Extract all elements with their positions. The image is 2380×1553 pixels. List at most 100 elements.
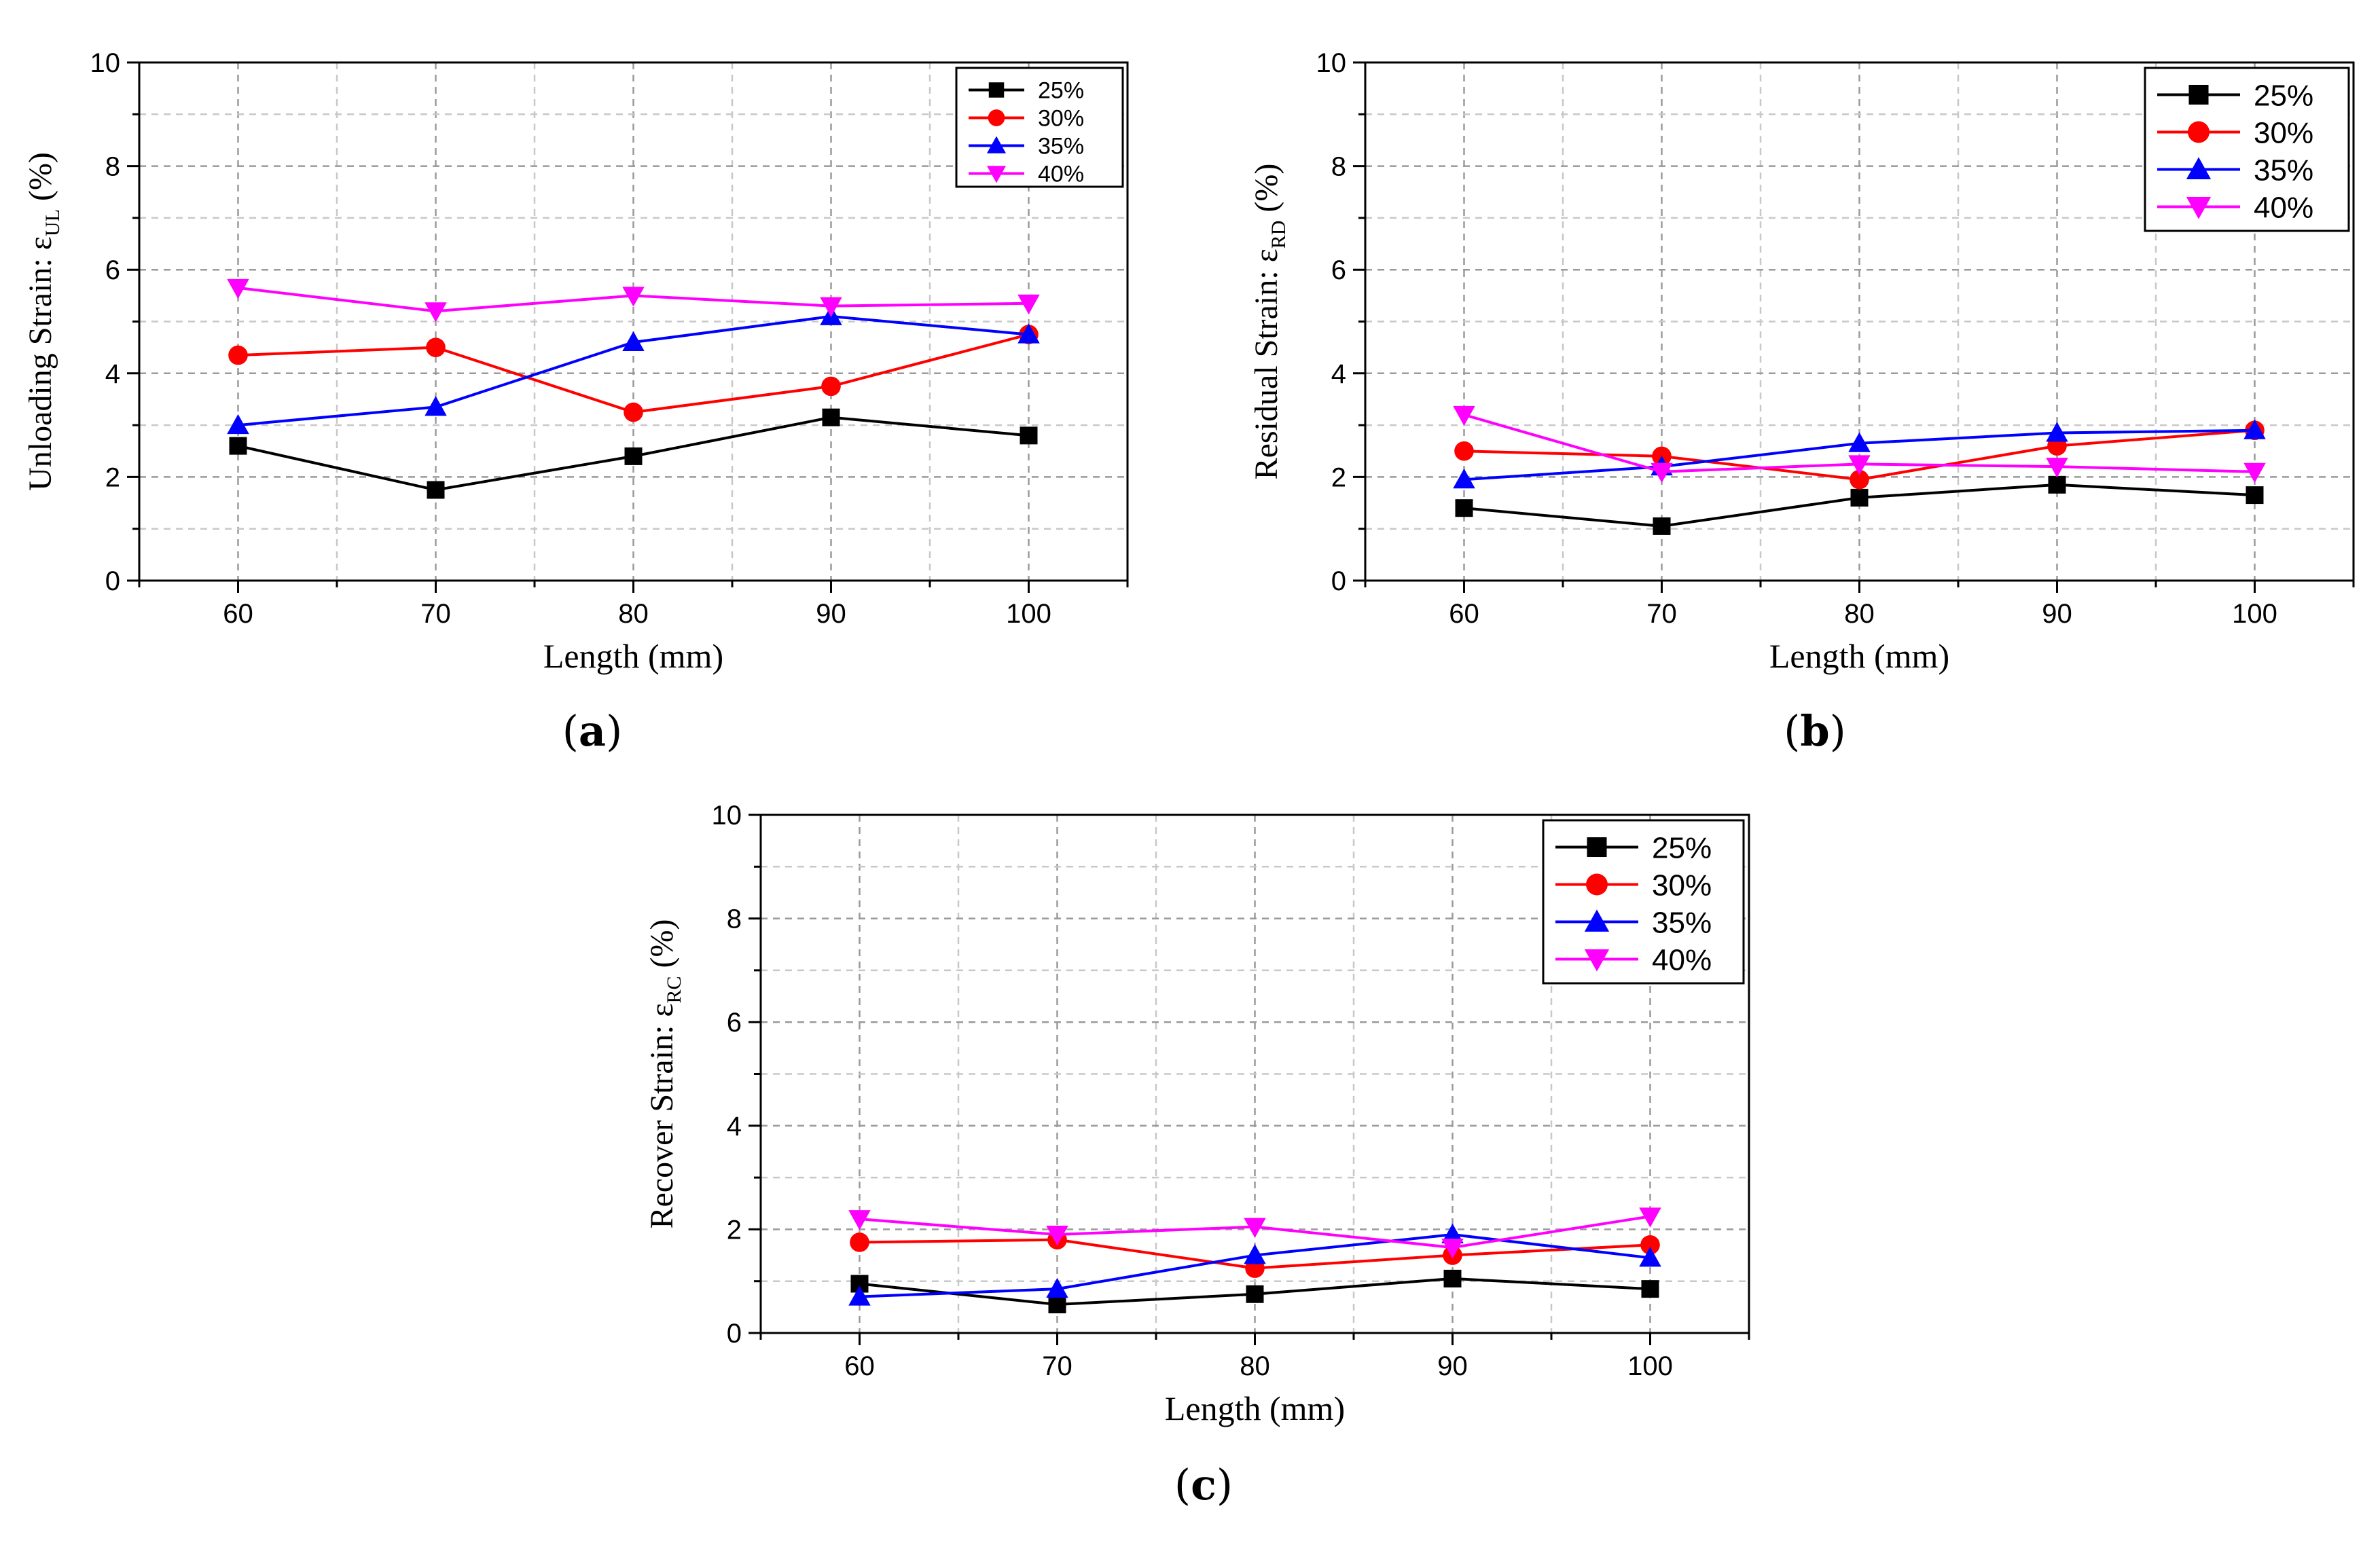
chart-a-series-25pct-point (822, 408, 840, 426)
chart-c-xlabel: Length (mm) (1165, 1389, 1345, 1427)
chart-b-series-25pct-point (1653, 517, 1671, 535)
chart-a-ylabel: Unloading Strain: εUL (%) (22, 152, 64, 491)
chart-b-series-35pct-point (1848, 432, 1871, 452)
panel-caption-c: (c) (1174, 1460, 1233, 1510)
chart-c: 0 2 4 6 8 10 60 70 80 90 100 Length (mm) Recover Str… (644, 801, 1750, 1427)
chart-a-series-40pct (227, 278, 1040, 323)
chart-a-series-25pct-point (229, 437, 247, 455)
chart-a-series-25pct-point (624, 447, 643, 465)
chart-b-xtick-label: 60 (1449, 599, 1479, 629)
chart-c-legend-marker (1586, 873, 1608, 896)
chart-a-xtick-label: 60 (223, 599, 253, 629)
chart-b-legend-marker (2186, 196, 2212, 219)
chart-a-series-40pct-point (227, 278, 249, 299)
chart-c-series-40pct-point (1441, 1239, 1464, 1259)
chart-c-series-35pct-point (848, 1285, 871, 1306)
chart-a-series-25pct-point (427, 481, 445, 499)
chart-c-xtick-label: 60 (844, 1351, 875, 1381)
chart-c-legend-label: 40% (1652, 943, 1712, 976)
chart-a-ytick-label: 10 (90, 48, 121, 78)
chart-c-series-25pct-point (1641, 1280, 1659, 1298)
chart-c-series-35pct-point (1046, 1277, 1068, 1298)
chart-c-series-40pct-point (1639, 1207, 1661, 1228)
chart-c-ytick-label: 4 (727, 1112, 742, 1141)
panel-caption-b-letter: b (1800, 706, 1830, 756)
chart-b-xtick-label: 70 (1646, 599, 1677, 629)
chart-b-legend-marker (2188, 121, 2210, 143)
chart-a-ytick-label: 8 (105, 152, 120, 182)
chart-c-series-40pct-point (1244, 1218, 1266, 1238)
chart-b-series-25pct-point (1850, 488, 1869, 507)
chart-b-series-40pct (1453, 405, 2266, 483)
chart-b-series-25pct (1455, 475, 2264, 535)
chart-b-ytick-label: 8 (1331, 152, 1346, 182)
chart-b-series-25pct-point (2048, 475, 2066, 494)
chart-c-ylabel: Recover Strain: εRC (%) (644, 919, 685, 1228)
chart-c-ytick-label: 2 (727, 1215, 742, 1245)
chart-c-legend-marker (1584, 949, 1610, 972)
chart-a-legend-marker (988, 82, 1005, 98)
chart-c-legend-label: 35% (1652, 906, 1712, 939)
chart-b-legend: 25% 30% 35% 40% (2144, 67, 2350, 232)
chart-b-series-40pct-point (2046, 458, 2068, 478)
chart-b-legend-label: 30% (2254, 116, 2313, 149)
chart-c-series-40pct-point (848, 1210, 871, 1230)
chart-a-legend-marker (986, 136, 1007, 153)
panel-caption-a-letter: a (578, 706, 607, 756)
chart-a-series-30pct-point (426, 337, 446, 357)
chart-b-series-40pct-point (1453, 405, 1475, 426)
chart-c-legend-label: 30% (1652, 869, 1712, 902)
chart-a-legend-label: 35% (1038, 134, 1084, 160)
chart-b-xtick-label: 90 (2042, 599, 2072, 629)
chart-a-series-25pct-point (1020, 426, 1038, 445)
chart-c-series-30pct-point (1640, 1235, 1660, 1255)
chart-b-legend-label: 25% (2254, 79, 2313, 112)
chart-a-legend: 25%30%35%40% (955, 67, 1124, 188)
chart-b-series-35pct-point (2243, 419, 2266, 439)
chart-b-ytick-label: 4 (1331, 359, 1346, 389)
chart-b-legend-marker (2188, 84, 2209, 105)
chart-a-xtick-label: 100 (1006, 599, 1051, 629)
chart-b-series-30pct-point (1454, 441, 1474, 461)
chart-a-ytick-label: 2 (105, 462, 120, 492)
chart-c-series-40pct-point (1046, 1226, 1068, 1246)
chart-c-legend-marker (1584, 909, 1610, 932)
chart-b-legend-label: 35% (2254, 153, 2313, 187)
chart-b-legend-label: 40% (2254, 191, 2313, 224)
chart-c-xtick-label: 80 (1240, 1351, 1270, 1381)
chart-a-series-40pct-point (1017, 294, 1040, 315)
chart-a-xtick-label: 70 (420, 599, 451, 629)
chart-a-series-30pct-point (821, 376, 841, 397)
chart-b-xlabel: Length (mm) (1769, 637, 1949, 675)
chart-a-series-35pct (227, 305, 1040, 435)
chart-a-series-40pct-point (622, 287, 645, 307)
chart-b-xtick-label: 80 (1844, 599, 1875, 629)
chart-c-ytick-label: 6 (727, 1008, 742, 1038)
chart-b-ytick-label: 2 (1331, 462, 1346, 492)
chart-a-legend-label: 25% (1038, 78, 1084, 104)
panel-caption-a: (a) (562, 706, 623, 756)
chart-b-series-35pct (1453, 419, 2266, 489)
chart-b-series-35pct-point (1453, 468, 1475, 489)
chart-a-ytick-label: 6 (105, 255, 120, 285)
chart-a-series-30pct-point (624, 402, 643, 422)
chart-c-series-35pct-point (1244, 1244, 1266, 1264)
chart-c-series-35pct-point (1639, 1247, 1661, 1267)
chart-a-ytick-label: 0 (105, 566, 120, 596)
chart-c-legend: 25% 30% 35% 40% (1542, 819, 1745, 985)
chart-c-xtick-label: 90 (1437, 1351, 1468, 1381)
chart-c-legend-label: 25% (1652, 831, 1712, 864)
chart-a-legend-label: 40% (1038, 162, 1084, 187)
chart-c-ytick-label: 0 (727, 1319, 742, 1349)
chart-b-legend-marker (2186, 157, 2212, 180)
chart-c-series-30pct-point (850, 1232, 869, 1252)
chart-b-ytick-label: 6 (1331, 255, 1346, 285)
chart-c-ytick-label: 8 (727, 905, 742, 934)
chart-a-series-35pct-point (1017, 323, 1040, 344)
chart-b-xtick-label: 100 (2232, 599, 2277, 629)
chart-b-series-30pct-point (1850, 469, 1869, 490)
chart-a-series-35pct-point (622, 331, 645, 352)
chart-a-xtick-label: 80 (618, 599, 649, 629)
chart-a-legend-marker (988, 109, 1005, 126)
